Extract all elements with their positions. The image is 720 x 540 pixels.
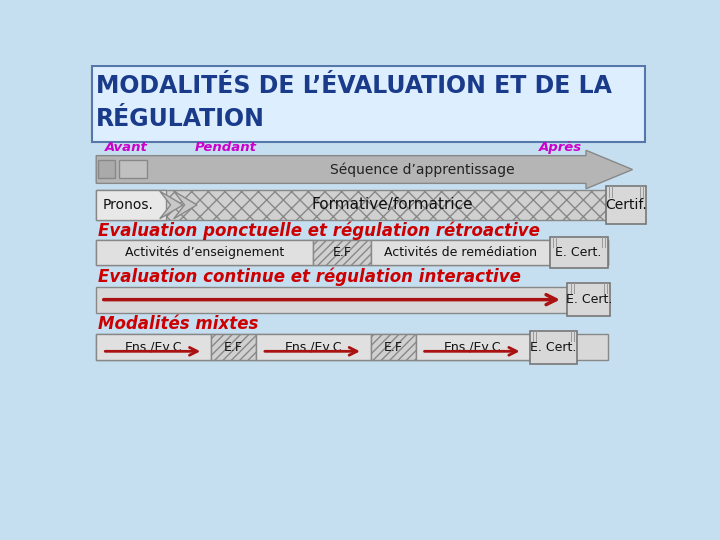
Bar <box>415 334 530 361</box>
Bar <box>530 331 577 363</box>
Bar <box>549 237 608 268</box>
Bar <box>96 287 567 313</box>
Text: E.F: E.F <box>384 341 402 354</box>
Text: Pendant: Pendant <box>194 141 256 154</box>
Text: Ens./Ev.C: Ens./Ev.C <box>284 341 342 354</box>
Text: Modalités mixtes: Modalités mixtes <box>98 315 258 333</box>
Text: Séquence d’apprentissage: Séquence d’apprentissage <box>330 162 515 177</box>
Text: E. Cert.: E. Cert. <box>555 246 602 259</box>
Bar <box>256 334 371 361</box>
Bar <box>372 240 549 265</box>
Polygon shape <box>174 191 197 219</box>
Bar <box>549 240 608 265</box>
Text: Activités d’enseignement: Activités d’enseignement <box>125 246 284 259</box>
Text: Formative/formatrice: Formative/formatrice <box>312 198 473 212</box>
Bar <box>606 186 647 224</box>
Bar <box>313 240 372 265</box>
Text: Ens./Ev.C: Ens./Ev.C <box>125 341 182 354</box>
Text: Evaluation ponctuelle et régulation rétroactive: Evaluation ponctuelle et régulation rétr… <box>98 221 539 240</box>
Text: Certif.: Certif. <box>606 198 647 212</box>
Text: Activités de remédiation: Activités de remédiation <box>384 246 537 259</box>
Bar <box>96 190 166 220</box>
Text: MODALITÉS DE L’ÉVALUATION ET DE LA: MODALITÉS DE L’ÉVALUATION ET DE LA <box>96 73 612 98</box>
Text: E.F: E.F <box>333 246 352 259</box>
Text: Après: Après <box>539 141 582 154</box>
Text: RÉGULATION: RÉGULATION <box>96 107 265 131</box>
Bar <box>98 159 114 178</box>
Bar <box>96 240 608 265</box>
Text: Pronos.: Pronos. <box>102 198 153 212</box>
Text: E. Cert.: E. Cert. <box>565 293 612 306</box>
Text: E. Cert.: E. Cert. <box>530 341 577 354</box>
Bar <box>91 66 645 142</box>
Text: E.F: E.F <box>224 341 243 354</box>
Bar <box>211 334 256 361</box>
Bar <box>120 159 147 178</box>
Bar <box>567 284 610 316</box>
Bar <box>371 334 415 361</box>
Bar <box>96 334 608 361</box>
Text: Evaluation continue et régulation interactive: Evaluation continue et régulation intera… <box>98 267 521 286</box>
Bar <box>96 334 211 361</box>
Polygon shape <box>160 191 183 219</box>
Bar <box>96 190 608 220</box>
Bar <box>96 240 313 265</box>
Text: Ens./Ev.C: Ens./Ev.C <box>444 341 502 354</box>
Polygon shape <box>96 150 632 189</box>
Text: Avant: Avant <box>105 141 148 154</box>
